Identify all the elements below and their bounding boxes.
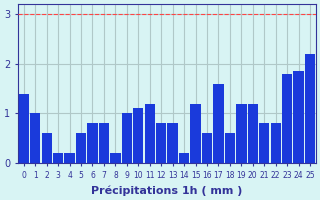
Bar (64, 153, 75, 163)
Bar (282, 74, 292, 163)
Bar (53, 153, 63, 163)
Bar (122, 113, 132, 163)
Bar (76, 133, 86, 163)
Bar (145, 104, 155, 163)
Bar (293, 71, 304, 163)
Bar (156, 123, 166, 163)
Bar (305, 54, 315, 163)
Bar (236, 104, 246, 163)
X-axis label: Précipitations 1h ( mm ): Précipitations 1h ( mm ) (91, 185, 243, 196)
Bar (19, 94, 29, 163)
Bar (87, 123, 98, 163)
Bar (248, 104, 258, 163)
Bar (110, 153, 121, 163)
Bar (213, 84, 224, 163)
Bar (259, 123, 269, 163)
Bar (179, 153, 189, 163)
Bar (99, 123, 109, 163)
Bar (167, 123, 178, 163)
Bar (30, 113, 40, 163)
Bar (225, 133, 235, 163)
Bar (42, 133, 52, 163)
Bar (202, 133, 212, 163)
Bar (133, 108, 143, 163)
Bar (190, 104, 201, 163)
Bar (270, 123, 281, 163)
